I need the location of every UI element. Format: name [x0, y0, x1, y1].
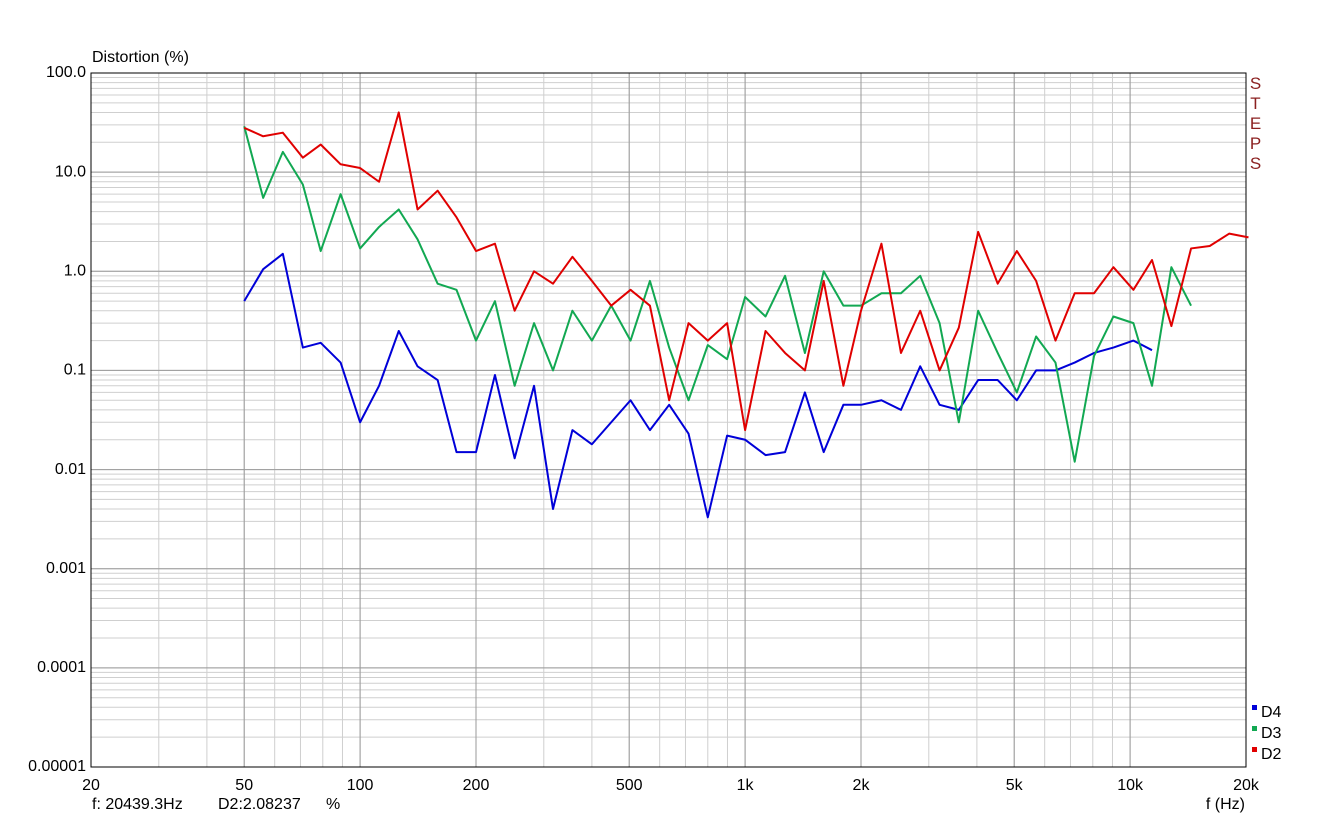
plot-border	[90, 72, 1247, 768]
legend-swatch	[1252, 705, 1257, 710]
y-tick-label: 10.0	[55, 163, 86, 180]
legend-label: D3	[1261, 725, 1282, 742]
legend-swatch	[1252, 747, 1257, 752]
x-tick-label: 100	[347, 777, 374, 794]
y-tick-label: 1.0	[64, 263, 86, 280]
cursor-readout: f: 20439.3Hz	[92, 796, 183, 813]
y-tick-label: 0.01	[55, 461, 86, 478]
x-tick-label: 500	[616, 777, 643, 794]
x-tick-label: 200	[463, 777, 490, 794]
x-tick-label: 2k	[853, 777, 871, 794]
cursor-readout: %	[326, 796, 340, 813]
x-axis-label: f (Hz)	[1206, 796, 1245, 813]
side-label: STEPS	[1246, 74, 1265, 174]
x-tick-label: 10k	[1117, 777, 1144, 794]
y-tick-label: 0.1	[64, 362, 86, 379]
series-line	[243, 252, 1153, 519]
x-tick-label: 20k	[1233, 777, 1260, 794]
series-line	[243, 111, 1249, 432]
series-line	[243, 126, 1192, 463]
x-tick-label: 50	[235, 777, 253, 794]
y-axis-label: Distortion (%)	[92, 49, 189, 66]
y-tick-label: 0.001	[46, 560, 86, 577]
x-tick-label: 5k	[1006, 777, 1024, 794]
legend-label: D4	[1261, 704, 1282, 721]
cursor-readout: D2:2.08237	[218, 796, 301, 813]
x-tick-label: 1k	[737, 777, 755, 794]
x-tick-label: 20	[82, 777, 100, 794]
legend-label: D2	[1261, 746, 1282, 763]
legend-swatch	[1252, 726, 1257, 731]
y-tick-label: 0.0001	[37, 659, 86, 676]
y-tick-label: 0.00001	[28, 758, 86, 775]
y-tick-label: 100.0	[46, 64, 86, 81]
